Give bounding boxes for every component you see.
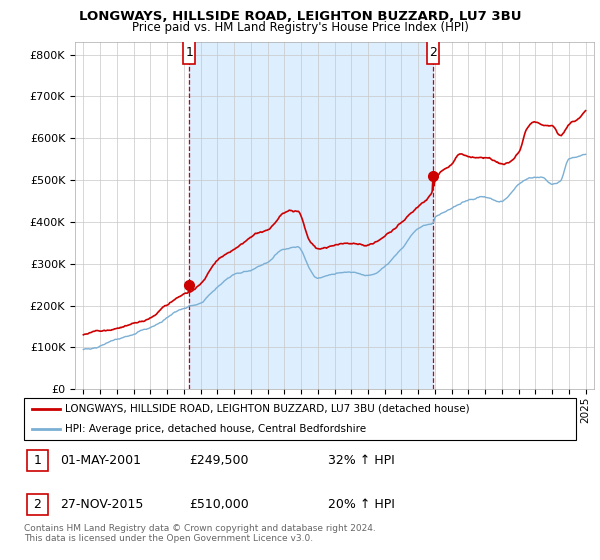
Text: 2: 2: [430, 46, 437, 59]
Text: Contains HM Land Registry data © Crown copyright and database right 2024.
This d: Contains HM Land Registry data © Crown c…: [24, 524, 376, 543]
Text: HPI: Average price, detached house, Central Bedfordshire: HPI: Average price, detached house, Cent…: [65, 424, 367, 434]
Text: 2: 2: [34, 498, 41, 511]
Text: 27-NOV-2015: 27-NOV-2015: [60, 498, 143, 511]
Text: 1: 1: [34, 454, 41, 467]
Text: Price paid vs. HM Land Registry's House Price Index (HPI): Price paid vs. HM Land Registry's House …: [131, 21, 469, 34]
Bar: [190, 42, 433, 389]
Text: LONGWAYS, HILLSIDE ROAD, LEIGHTON BUZZARD, LU7 3BU (detached house): LONGWAYS, HILLSIDE ROAD, LEIGHTON BUZZAR…: [65, 404, 470, 414]
Text: 01-MAY-2001: 01-MAY-2001: [60, 454, 141, 467]
Text: £249,500: £249,500: [190, 454, 249, 467]
Bar: [27, 493, 48, 515]
Text: LONGWAYS, HILLSIDE ROAD, LEIGHTON BUZZARD, LU7 3BU: LONGWAYS, HILLSIDE ROAD, LEIGHTON BUZZAR…: [79, 10, 521, 23]
FancyBboxPatch shape: [427, 41, 439, 64]
Bar: [27, 450, 48, 471]
Text: 1: 1: [185, 46, 193, 59]
FancyBboxPatch shape: [184, 41, 195, 64]
Text: 32% ↑ HPI: 32% ↑ HPI: [328, 454, 394, 467]
Text: 20% ↑ HPI: 20% ↑ HPI: [328, 498, 394, 511]
Text: £510,000: £510,000: [190, 498, 250, 511]
